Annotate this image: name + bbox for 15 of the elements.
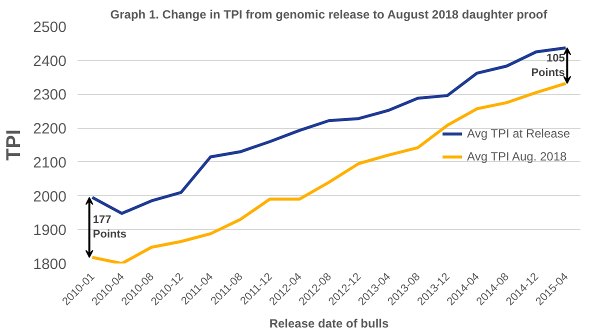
y-tick-label: 2300 (33, 86, 67, 104)
annotation: 177 Points (92, 214, 127, 241)
y-tick-label: 1900 (33, 222, 67, 240)
y-tick-label: 2000 (33, 188, 67, 206)
annotation: 105 Points (531, 52, 565, 79)
y-axis-title: TPI (3, 129, 26, 161)
y-tick-label: 1800 (33, 256, 67, 273)
x-axis-title: Release date of bulls (269, 316, 390, 331)
legend-label: Avg TPI at Release (467, 126, 570, 140)
y-tick-label: 2500 (33, 19, 67, 36)
legend-label: Avg TPI Aug. 2018 (467, 149, 567, 163)
y-tick-label: 2100 (33, 154, 67, 172)
chart-title: Graph 1. Change in TPI from genomic release to August 2018 daughter proof (110, 8, 548, 22)
y-tick-label: 2400 (33, 52, 67, 70)
y-tick-label: 2200 (33, 120, 67, 138)
